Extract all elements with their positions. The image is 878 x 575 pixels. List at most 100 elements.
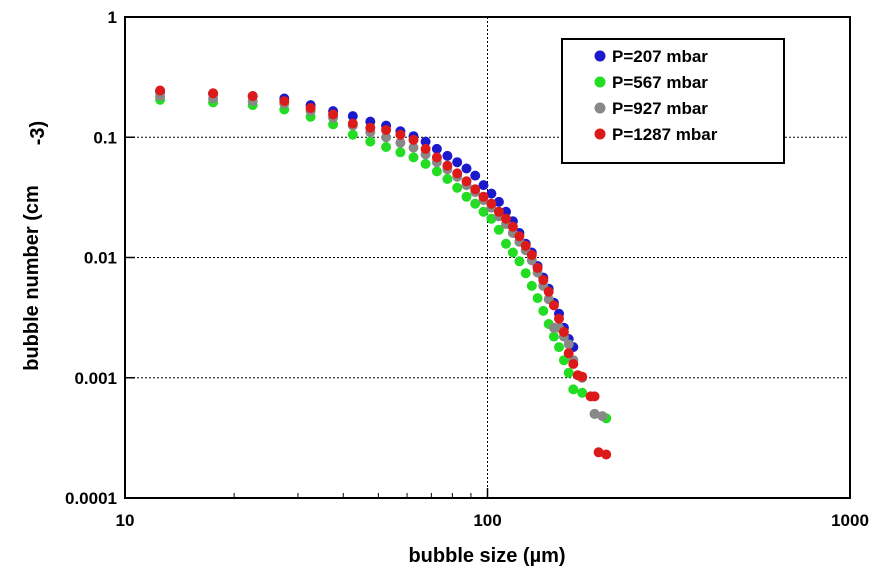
data-point	[501, 213, 511, 224]
data-point	[532, 262, 543, 273]
data-point	[593, 447, 604, 458]
data-point	[514, 256, 525, 267]
data-point	[420, 158, 431, 169]
data-point	[442, 174, 453, 184]
data-point	[381, 132, 392, 143]
data-point	[520, 268, 531, 279]
data-point	[568, 359, 579, 369]
data-point	[493, 224, 504, 235]
data-point	[470, 170, 481, 181]
data-point	[408, 142, 419, 153]
data-point	[554, 342, 564, 353]
data-point	[442, 160, 453, 171]
data-point	[461, 191, 472, 202]
legend-marker	[594, 76, 606, 88]
data-point	[554, 313, 564, 324]
data-point	[452, 168, 463, 179]
data-point	[597, 411, 608, 422]
data-point	[568, 384, 579, 395]
data-point	[538, 275, 549, 285]
data-point	[155, 85, 166, 96]
data-point	[543, 286, 554, 297]
data-points	[155, 85, 612, 460]
data-point	[420, 136, 431, 147]
series-3	[155, 91, 608, 422]
data-point	[548, 300, 559, 311]
data-point	[558, 327, 569, 337]
axis-ticks: 10 100 1000 0.0001 0.001 0.01 0.1 1	[65, 8, 869, 530]
data-point	[347, 118, 358, 129]
data-point	[431, 152, 442, 163]
data-point	[589, 391, 600, 402]
data-point	[347, 129, 358, 140]
data-point	[526, 250, 537, 260]
legend-label: P=927 mbar	[612, 99, 708, 118]
legend-label: P=207 mbar	[612, 47, 708, 66]
series-2	[155, 94, 612, 424]
data-point	[507, 221, 518, 232]
data-point	[279, 96, 290, 107]
data-point	[452, 157, 463, 168]
y-tick-label: 0.1	[93, 128, 117, 147]
legend-marker	[594, 102, 606, 114]
data-point	[478, 191, 489, 202]
data-point	[538, 305, 549, 316]
series-4	[155, 85, 612, 460]
x-tick-label: 100	[473, 511, 501, 530]
y-axis-title-exponent: -3)	[27, 121, 49, 145]
legend-marker	[594, 50, 606, 62]
data-point	[501, 238, 511, 249]
data-point	[478, 180, 489, 191]
data-point	[601, 449, 612, 460]
data-point	[420, 143, 431, 154]
data-point	[526, 280, 537, 291]
data-point	[563, 367, 574, 378]
legend-label: P=567 mbar	[612, 73, 708, 92]
data-point	[461, 163, 472, 174]
data-point	[328, 109, 339, 120]
legend: P=207 mbar P=567 mbar P=927 mbar P=1287 mba…	[561, 38, 785, 164]
data-point	[408, 134, 419, 145]
x-tick-label: 1000	[831, 511, 869, 530]
data-point	[247, 91, 258, 102]
data-point	[395, 129, 406, 140]
y-axis-title-group: bubble number (cm -3)	[21, 121, 49, 371]
data-point	[442, 150, 453, 161]
data-point	[514, 231, 525, 242]
data-point	[532, 293, 543, 304]
data-point	[486, 198, 497, 209]
data-point	[305, 103, 316, 113]
data-point	[408, 152, 419, 163]
y-tick-label: 0.001	[74, 369, 117, 388]
x-tick-label: 10	[116, 511, 135, 530]
data-point	[365, 136, 376, 147]
data-point	[493, 206, 504, 217]
data-point	[507, 247, 518, 258]
data-point	[493, 196, 504, 207]
y-axis-title: bubble number (cm	[21, 185, 43, 371]
data-point	[208, 88, 219, 99]
legend-marker	[594, 128, 606, 140]
data-point	[347, 111, 358, 122]
data-point	[470, 184, 481, 195]
data-point	[470, 198, 481, 209]
y-tick-label: 0.0001	[65, 489, 117, 508]
data-point	[563, 348, 574, 359]
y-tick-label: 0.01	[84, 249, 117, 268]
data-point	[461, 176, 472, 187]
data-point	[395, 137, 406, 148]
data-point	[577, 371, 588, 382]
data-point	[589, 408, 600, 419]
y-tick-label: 1	[108, 8, 117, 27]
data-point	[381, 125, 392, 135]
data-point	[548, 331, 559, 342]
data-point	[486, 188, 497, 199]
data-point	[365, 122, 376, 133]
data-point	[577, 387, 588, 398]
data-point	[558, 355, 569, 366]
data-point	[431, 143, 442, 154]
data-point	[520, 240, 531, 251]
data-point	[501, 206, 511, 217]
x-axis-title: bubble size (µm)	[408, 545, 565, 567]
